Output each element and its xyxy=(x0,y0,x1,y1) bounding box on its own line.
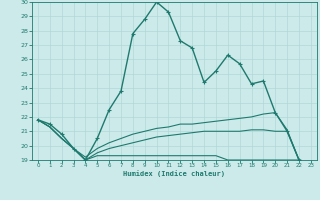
X-axis label: Humidex (Indice chaleur): Humidex (Indice chaleur) xyxy=(124,170,225,177)
